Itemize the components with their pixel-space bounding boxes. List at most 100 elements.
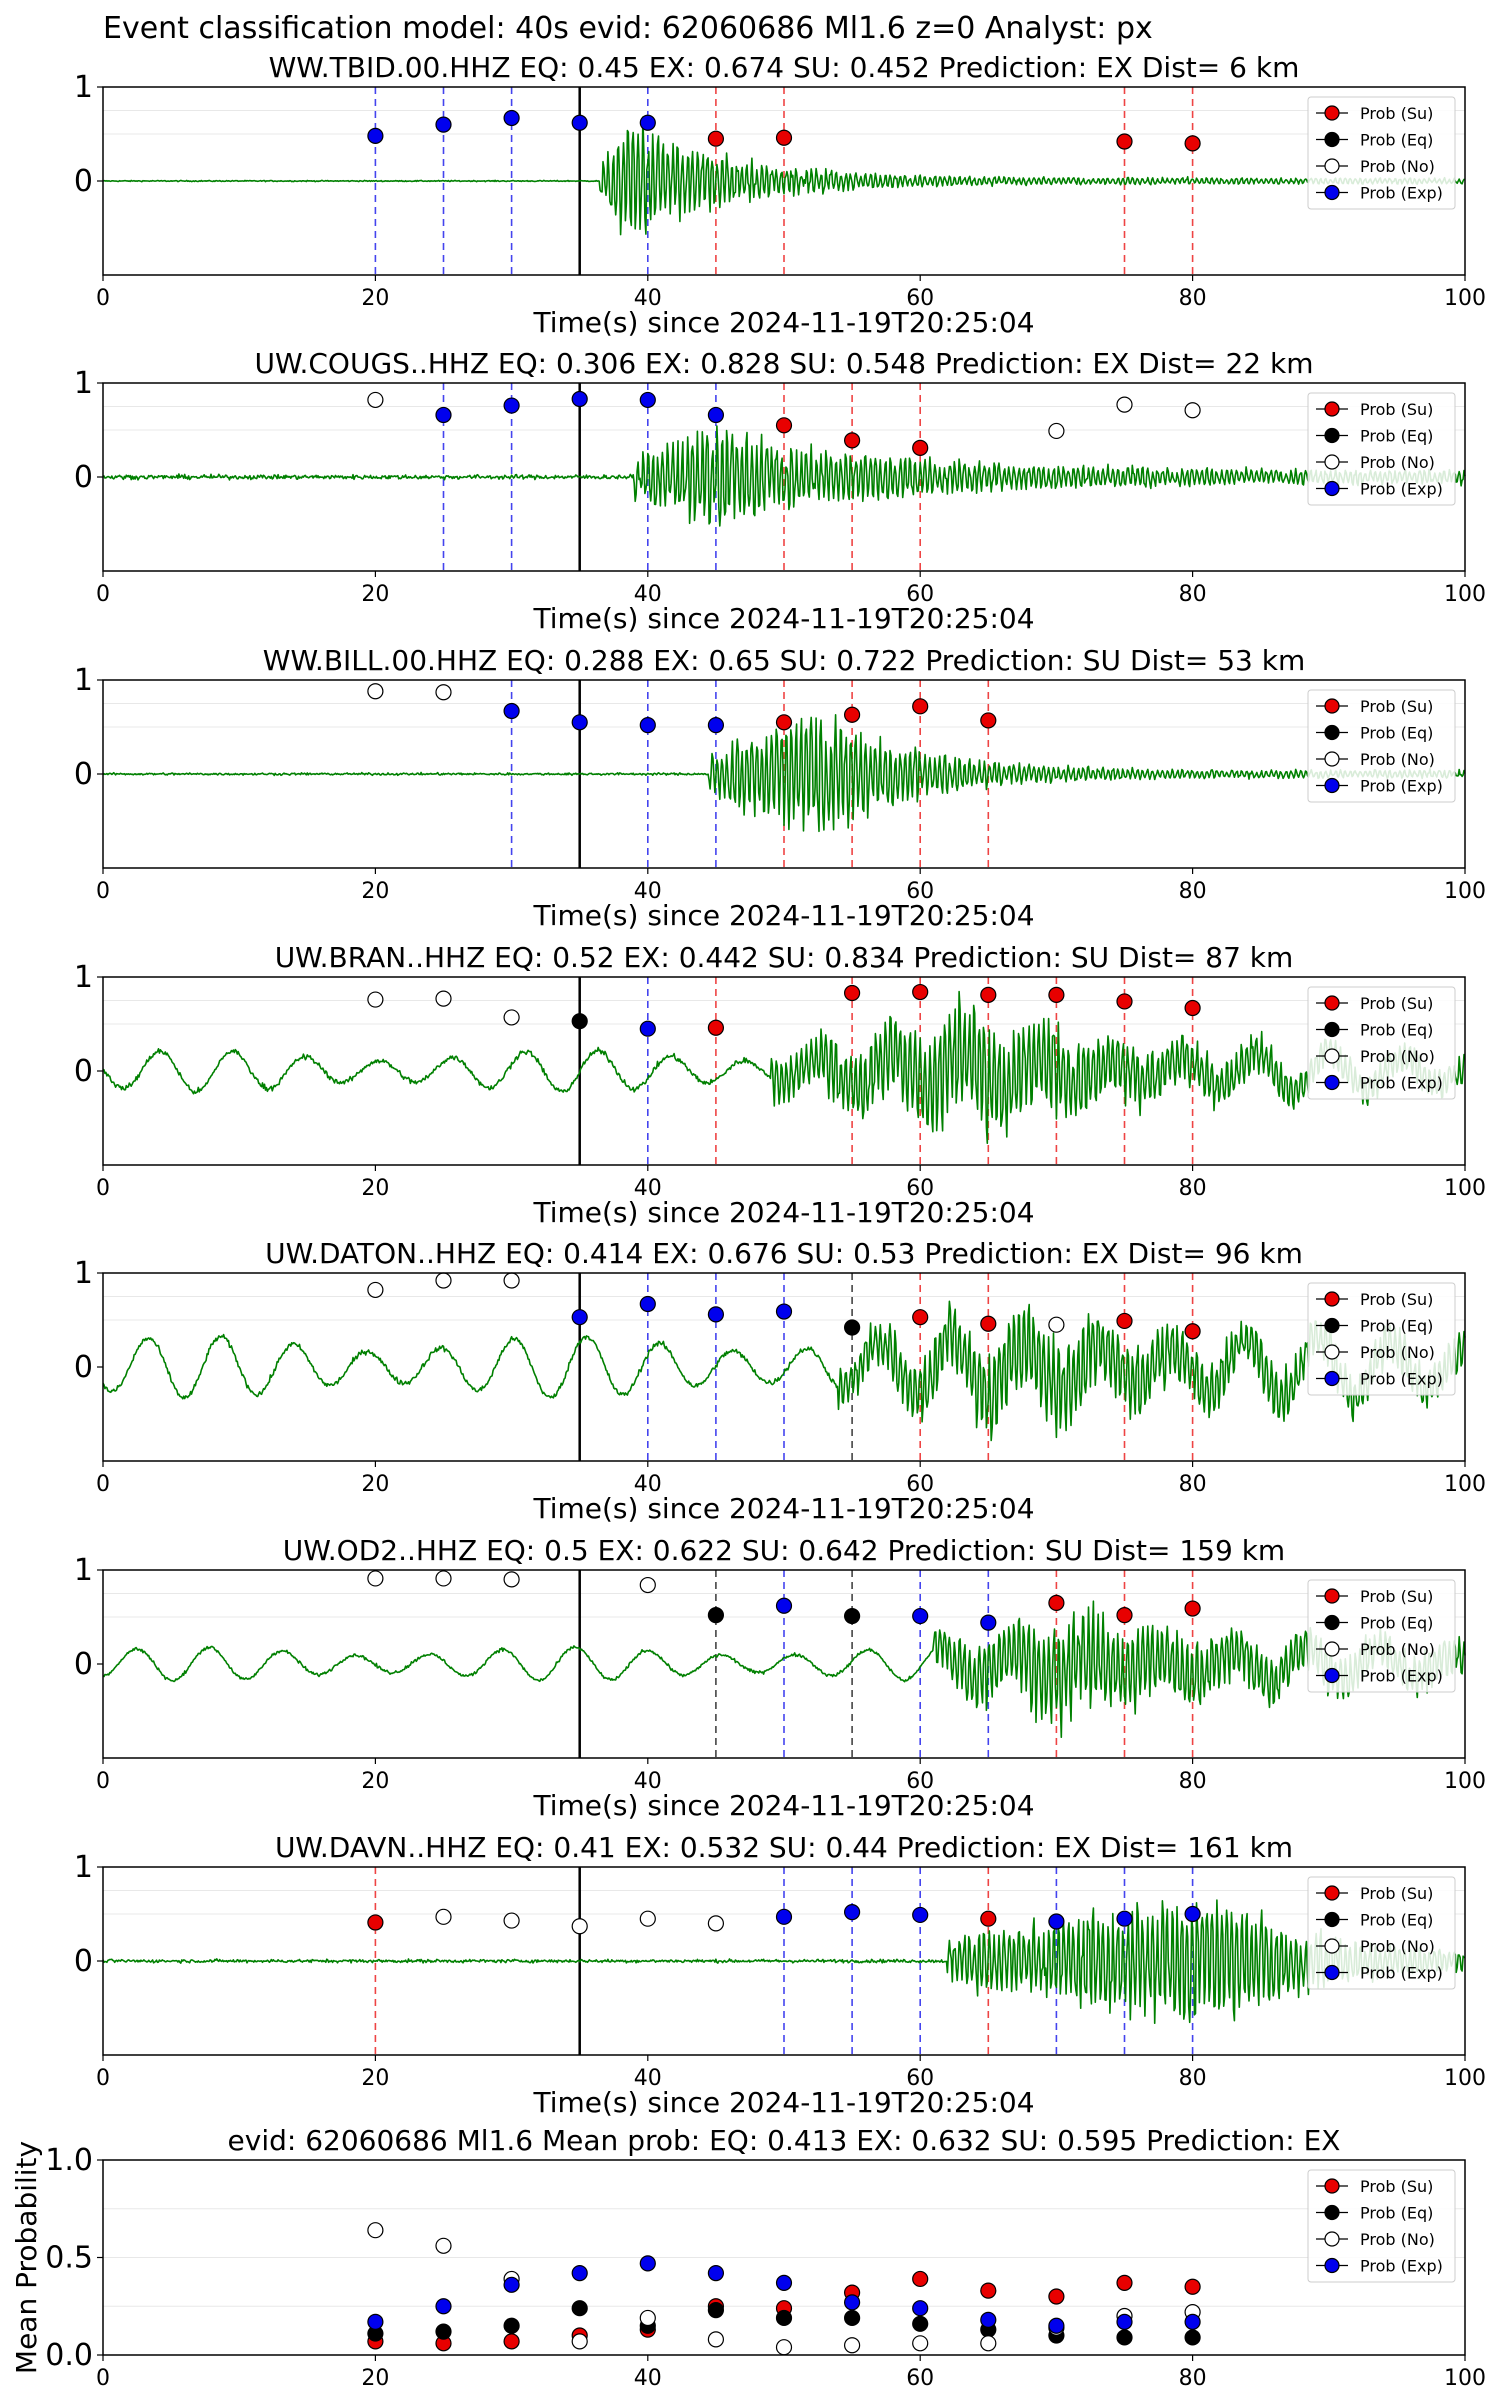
prob-point-ex [639,391,656,409]
x-tick-label: 0 [96,1769,110,1794]
y-tick-label: 0 [74,1647,93,1682]
legend-box [1307,1282,1456,1396]
y-tick-label: 0.0 [45,2338,93,2373]
y-tick-label: 1 [74,1553,93,1588]
prob-point-ex [639,114,656,131]
mean-prob-point-no [639,2309,656,2327]
panel-1: WW.TBID.00.HHZ EQ: 0.45 EX: 0.674 SU: 0.… [74,51,1486,339]
prob-point-no [367,1281,384,1299]
prob-point-ex [639,1295,656,1313]
waveform-trace [102,1899,1466,2024]
prob-point-ex [639,717,656,734]
prob-point-su [980,986,997,1003]
legend-handle-marker-ex [1324,1964,1340,1981]
prob-point-no [1116,396,1133,413]
x-tick-label: 80 [1179,582,1207,607]
prob-point-ex [980,1614,997,1631]
legend-label-ex: Prob (Exp) [1360,1964,1443,1983]
legend-handle-marker-eq [1324,131,1340,148]
panel-2: UW.COUGS..HHZ EQ: 0.306 EX: 0.828 SU: 0.… [74,347,1486,635]
legend-handle-marker-su [1324,105,1340,121]
prob-point-no [367,683,384,700]
x-tick-label: 40 [634,2366,662,2391]
y-tick-label: 0 [74,460,93,495]
mean-prob-point-ex [435,2298,452,2315]
mean-prob-point-no [843,2337,861,2354]
x-tick-label: 40 [634,1769,662,1794]
mean-prob-point-su [1184,2278,1201,2295]
legend-box [1307,986,1456,1100]
mean-prob-point-no [571,2333,588,2350]
x-tick-label: 40 [634,286,662,311]
y-tick-label: 0 [74,1350,93,1385]
mean-prob-point-eq [1116,2329,1133,2346]
legend-label-su: Prob (Su) [1360,104,1433,123]
prob-point-ex [1184,1905,1201,1923]
legend-label-su: Prob (Su) [1360,1290,1433,1309]
prob-point-ex [571,714,588,731]
mean-prob-point-ex [1184,2313,1201,2330]
prob-point-ex [707,406,725,424]
legend-handle-marker-no [1324,751,1340,767]
prob-point-su [1116,993,1133,1010]
x-tick-label: 0 [96,1176,110,1201]
x-tick-label: 100 [1444,1769,1486,1794]
x-tick-label: 60 [906,1176,934,1201]
legend-handle-marker-eq [1324,2204,1340,2221]
prob-point-no [435,684,452,701]
prob-point-no [503,1009,520,1026]
x-tick-label: 40 [634,1176,662,1201]
x-tick-label: 60 [906,582,934,607]
x-tick-label: 100 [1444,2066,1486,2091]
prob-point-eq [843,1607,861,1625]
legend-label-ex: Prob (Exp) [1360,480,1443,499]
x-axis-label: Time(s) since 2024-11-19T20:25:04 [532,1196,1034,1229]
prob-point-eq [571,1013,588,1030]
legend-handle-marker-su [1324,1291,1340,1307]
y-tick-label: 0 [74,1054,93,1089]
x-tick-label: 40 [634,1472,662,1497]
prob-point-ex [571,1309,588,1326]
waveform-trace [102,425,1466,527]
legend-handle-marker-su [1324,1588,1340,1604]
x-tick-label: 100 [1444,879,1486,904]
legend-handle-marker-ex [1324,2257,1340,2274]
y-tick-label: 1 [74,1850,93,1885]
legend-label-ex: Prob (Exp) [1360,1667,1443,1686]
x-axis-label: Time(s) since 2024-11-19T20:25:04 [532,1492,1034,1525]
prob-point-eq [707,1607,725,1624]
prob-point-no [571,1918,588,1935]
panel-title: UW.DAVN..HHZ EQ: 0.41 EX: 0.532 SU: 0.44… [275,1831,1293,1864]
x-tick-label: 100 [1444,2366,1486,2391]
mean-prob-point-ex [503,2276,520,2293]
prob-point-ex [912,1607,929,1625]
legend-handle-marker-su [1324,995,1340,1011]
prob-point-su [775,417,793,434]
legend-label-no: Prob (No) [1360,1343,1435,1362]
x-tick-label: 80 [1179,286,1207,311]
legend-handle-marker-eq [1324,427,1340,444]
x-tick-label: 80 [1179,2066,1207,2091]
legend-label-no: Prob (No) [1360,453,1435,472]
mean-prob-point-ex [639,2255,656,2272]
legend-handle-marker-su [1324,401,1340,417]
prob-point-ex [503,397,520,414]
x-tick-label: 80 [1179,879,1207,904]
mean-prob-point-ex [775,2274,793,2291]
prob-point-no [367,391,384,409]
waveform-trace [102,713,1466,833]
prob-point-su [1184,1600,1201,1617]
legend-handle-marker-no [1324,454,1340,470]
legend-label-eq: Prob (Eq) [1360,724,1433,743]
y-axis-label: Mean Probability [10,2141,43,2374]
prob-point-ex [707,1306,725,1323]
mean-prob-point-no [707,2331,725,2348]
prob-point-no [367,1570,384,1587]
panel-8: evid: 62060686 Ml1.6 Mean prob: EQ: 0.41… [10,2124,1486,2391]
mean-prob-point-eq [435,2323,452,2340]
mean-prob-point-su [1116,2274,1133,2291]
legend-handle-marker-eq [1324,1021,1340,1038]
prob-point-su [843,984,861,1002]
legend-box [1307,96,1456,210]
mean-prob-point-no [775,2339,793,2356]
